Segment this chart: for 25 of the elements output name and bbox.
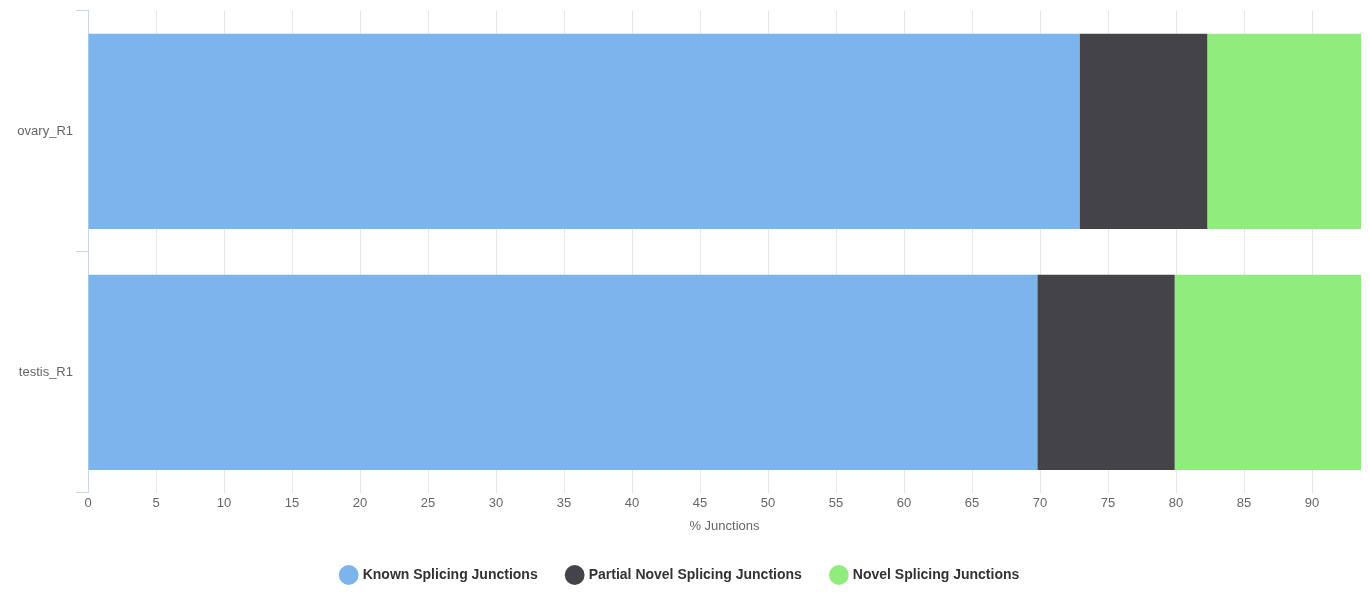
x-tick-label: 50	[760, 495, 776, 511]
x-tick-label: 85	[1236, 495, 1252, 511]
legend-label: Known Splicing Junctions	[362, 565, 538, 582]
x-tick-label: 10	[216, 495, 232, 511]
x-tick-label: 30	[488, 495, 504, 511]
x-tick-label: 20	[352, 495, 368, 511]
legend-label: Novel Splicing Junctions	[852, 565, 1020, 582]
x-tick-label: 40	[624, 495, 640, 511]
x-tick-label: 65	[964, 495, 980, 511]
x-tick-label: 25	[420, 495, 436, 511]
x-tick-label: 35	[556, 495, 572, 511]
x-tick-label: 55	[828, 495, 844, 511]
x-tick-label: 60	[896, 495, 912, 511]
x-axis-title: % Junctions	[689, 517, 761, 533]
x-tick-label: 75	[1100, 495, 1116, 511]
x-tick-label: 0	[84, 495, 92, 511]
x-tick-label: 70	[1032, 495, 1048, 511]
x-tick-label: 90	[1304, 495, 1320, 511]
x-tick-label: 45	[692, 495, 708, 511]
x-tick-label: 15	[284, 495, 300, 511]
legend-label: Partial Novel Splicing Junctions	[588, 565, 803, 582]
y-tick-label: testis_R1	[18, 363, 73, 379]
y-tick-label: ovary_R1	[17, 122, 73, 138]
x-tick-label: 5	[152, 495, 160, 511]
x-tick-label: 80	[1168, 495, 1184, 511]
